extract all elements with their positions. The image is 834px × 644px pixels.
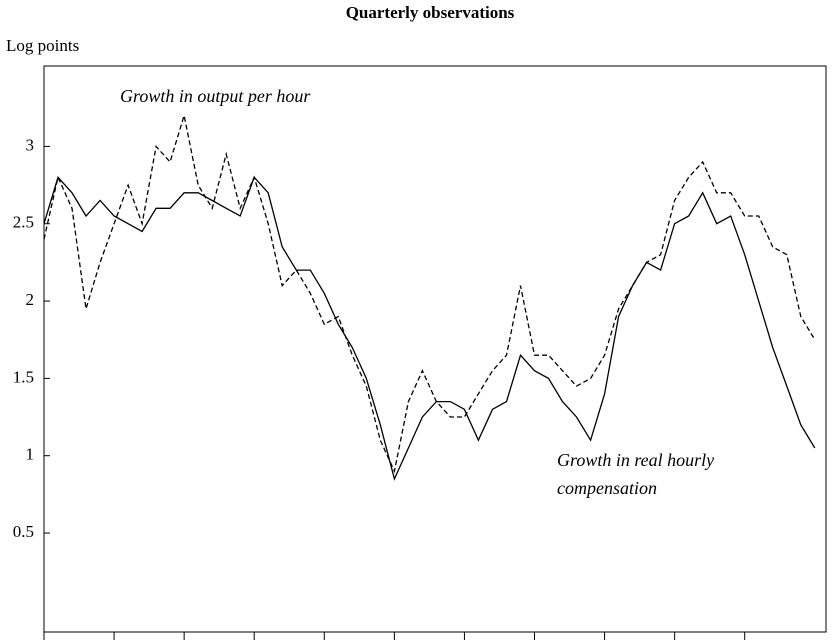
y-tick-label: 2.5 [13, 213, 34, 232]
y-tick-label: 2 [26, 290, 35, 309]
y-tick-label: 3 [26, 135, 35, 154]
plot-frame [43, 65, 827, 633]
y-tick-label: 1.5 [13, 367, 34, 386]
annotation: Growth in output per hour [120, 86, 311, 106]
annotation: compensation [557, 478, 657, 498]
y-tick-label: 1 [26, 445, 35, 464]
series-line [43, 176, 816, 481]
y-axis-label: Log points [6, 36, 79, 55]
series-line [43, 115, 816, 474]
chart-title: Quarterly observations [346, 3, 515, 22]
annotation: Growth in real hourly [557, 450, 714, 470]
y-tick-label: 0.5 [13, 522, 34, 541]
